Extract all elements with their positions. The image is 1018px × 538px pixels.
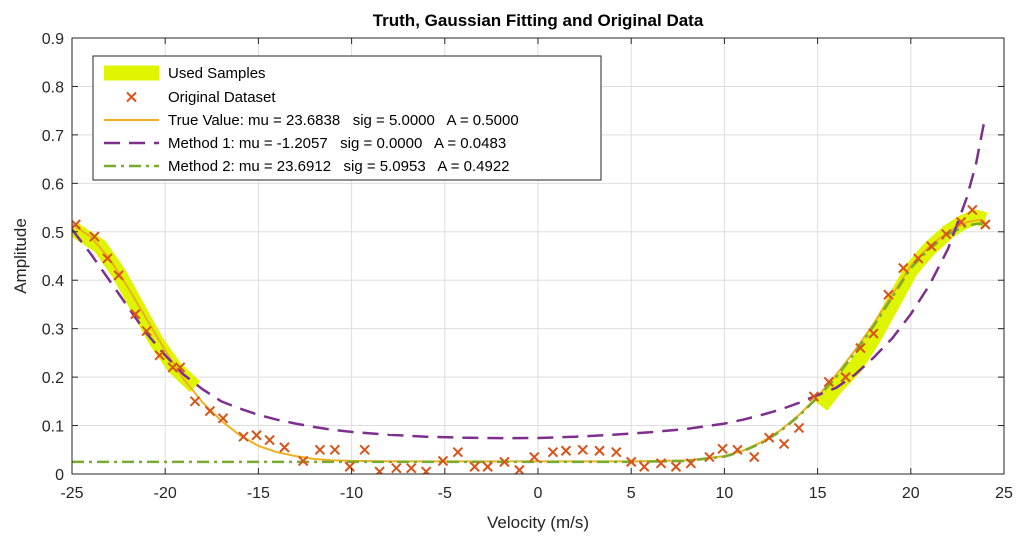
- legend-label-truth: True Value: mu = 23.6838 sig = 5.0000 A …: [168, 112, 519, 129]
- chart-title: Truth, Gaussian Fitting and Original Dat…: [373, 11, 704, 30]
- x-tick-label: 5: [627, 485, 636, 502]
- x-tick-label: 25: [995, 485, 1013, 502]
- y-tick-label: 0.6: [42, 176, 64, 193]
- original-data-point: [732, 444, 743, 455]
- original-data-point: [72, 219, 81, 230]
- original-data-point: [167, 362, 178, 373]
- original-data-point: [560, 445, 572, 456]
- original-data-point: [174, 362, 186, 373]
- original-data-point: [420, 466, 432, 474]
- method1-line: [72, 115, 987, 440]
- original-data-point: [217, 413, 229, 424]
- original-data-point: [883, 289, 894, 300]
- legend-label-orig: Original Dataset: [168, 89, 276, 106]
- original-data-point: [778, 438, 790, 450]
- y-tick-label: 0.8: [42, 79, 64, 96]
- original-data-point: [655, 458, 667, 469]
- x-tick-label: -25: [60, 485, 83, 502]
- y-tick-label: 0.4: [42, 273, 64, 290]
- original-data-point: [297, 455, 309, 467]
- original-data-point: [374, 466, 385, 474]
- original-data-point: [452, 446, 464, 458]
- original-data-point: [639, 461, 650, 472]
- legend-box: [92, 55, 602, 181]
- original-data-point: [967, 204, 978, 216]
- original-data-point: [130, 308, 141, 320]
- original-data-point: [594, 445, 605, 456]
- original-data-point: [913, 253, 924, 264]
- original-data-point: [670, 461, 682, 472]
- legend-label-used: Used Samples: [168, 65, 266, 82]
- original-data-point: [469, 461, 480, 472]
- original-data-point: [514, 464, 525, 474]
- original-data-point: [329, 444, 341, 455]
- original-data-point: [685, 458, 697, 469]
- original-data-point: [763, 432, 775, 443]
- y-tick-label: 0.9: [42, 31, 64, 48]
- original-data-point: [359, 444, 370, 455]
- y-tick-label: 0.2: [42, 370, 64, 387]
- original-data-point: [154, 350, 165, 361]
- original-data-point: [625, 456, 637, 468]
- original-data-point: [279, 442, 290, 453]
- original-data-point: [251, 430, 262, 441]
- original-data-point: [980, 219, 991, 230]
- original-data-point: [926, 241, 937, 252]
- y-axis-label: Amplitude: [11, 218, 30, 294]
- original-data-point: [102, 253, 113, 264]
- original-data-point: [547, 446, 559, 458]
- original-data-point: [141, 325, 152, 337]
- original-data-point: [898, 262, 909, 274]
- original-data-point: [499, 456, 510, 468]
- x-tick-label: -5: [438, 485, 452, 502]
- original-data-point: [529, 451, 540, 463]
- series-layer: [72, 115, 991, 474]
- original-data-point: [808, 391, 820, 402]
- original-data-point: [955, 216, 967, 228]
- y-tick-label: 0.5: [42, 225, 64, 242]
- x-axis-label: Velocity (m/s): [487, 513, 589, 532]
- original-data-point: [204, 405, 216, 417]
- original-data-point: [749, 451, 760, 463]
- y-tick-label: 0.7: [42, 128, 64, 145]
- original-data-point: [344, 461, 355, 472]
- x-tick-label: -20: [154, 485, 177, 502]
- original-data-point: [89, 231, 100, 242]
- original-data-point: [238, 431, 249, 442]
- original-data-point: [437, 455, 449, 467]
- legend-swatch-original: [126, 91, 137, 103]
- original-data-point: [868, 328, 879, 339]
- original-data-point: [611, 446, 622, 458]
- original-data-point: [823, 376, 834, 388]
- y-tick-label: 0: [55, 467, 64, 484]
- original-data-point: [264, 434, 275, 446]
- original-data-point: [855, 342, 866, 354]
- original-data-point: [704, 451, 715, 463]
- original-data-point: [482, 461, 493, 472]
- original-data-point: [391, 462, 402, 474]
- original-data-point: [113, 270, 124, 281]
- x-tick-label: 0: [534, 485, 543, 502]
- original-data-point: [406, 462, 417, 474]
- y-tick-label: 0.3: [42, 322, 64, 339]
- legend-label-m1: Method 1: mu = -1.2057 sig = 0.0000 A = …: [168, 135, 506, 152]
- legend-label-m2: Method 2: mu = 23.6912 sig = 5.0953 A = …: [168, 158, 510, 175]
- original-data-point: [717, 443, 728, 455]
- x-tick-label: -15: [247, 485, 270, 502]
- original-data-point: [840, 371, 851, 383]
- x-tick-label: -10: [340, 485, 363, 502]
- x-tick-label: 20: [902, 485, 920, 502]
- y-tick-label: 0.1: [42, 419, 64, 436]
- x-tick-label: 10: [716, 485, 734, 502]
- original-data-point: [314, 444, 326, 455]
- legend: Used Samples Original Dataset True Value: …: [92, 55, 602, 181]
- original-data-point: [577, 444, 588, 455]
- ticks: -25 -20 -15 -10 -5 0 5 10 15 20 25 0 0.1 0.2 0.3 0.4 0.5…: [42, 31, 1013, 502]
- original-data-point: [793, 422, 805, 434]
- original-data-point: [941, 228, 952, 240]
- original-data-point: [189, 396, 201, 407]
- x-tick-label: 15: [809, 485, 827, 502]
